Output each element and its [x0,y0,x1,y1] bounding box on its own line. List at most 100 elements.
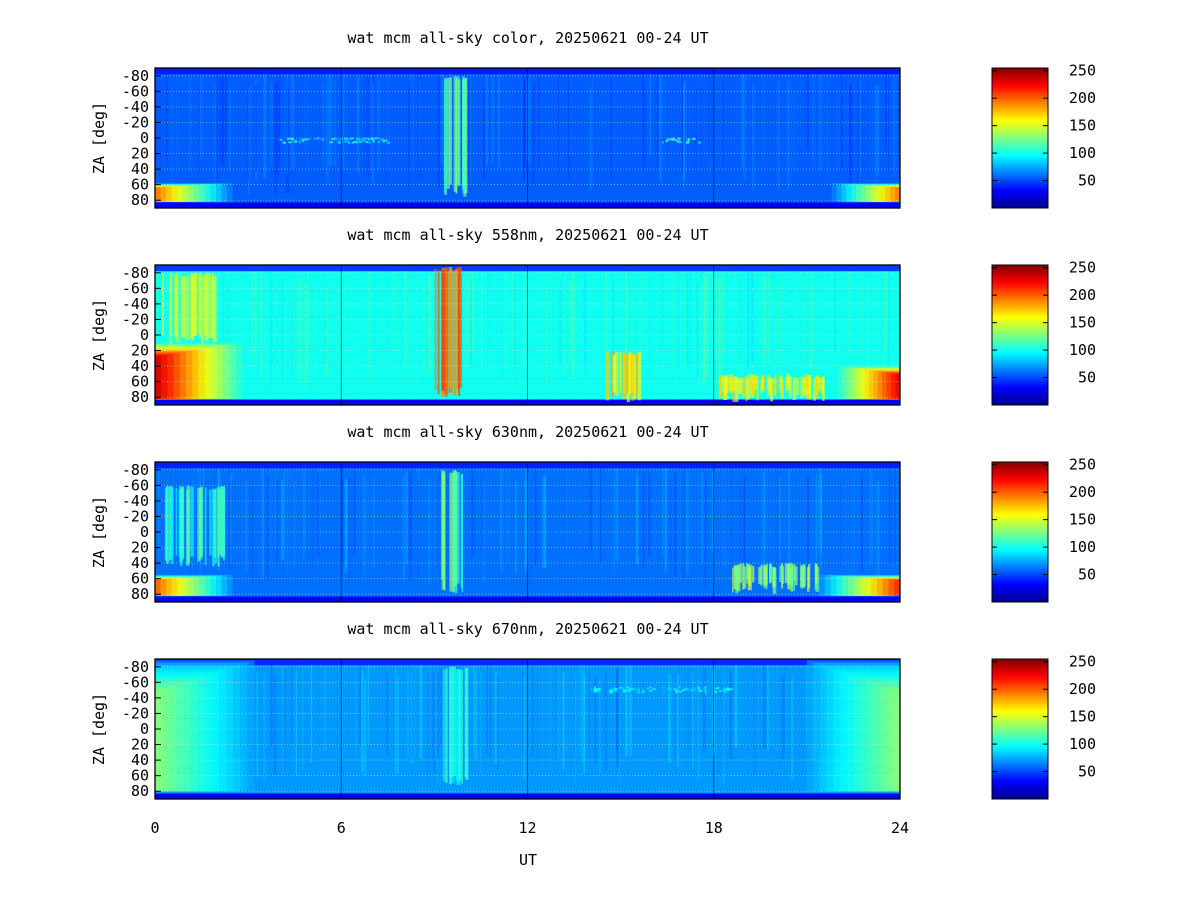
noise-streak [649,277,652,382]
noise-streak [762,472,766,568]
noise-streak [674,471,677,577]
noise-streak [776,274,779,379]
y-tick-label: 0 [140,523,149,541]
aurora-feature [693,687,696,690]
noise-streak [867,279,869,384]
noise-streak [530,267,534,365]
y-tick-label: -20 [122,704,149,722]
noise-streak [615,466,619,562]
noise-streak [889,462,892,565]
aurora-feature [356,137,359,140]
noise-streak [263,69,267,178]
aurora-feature [627,690,630,693]
y-tick-label: -20 [122,113,149,131]
noise-streak [176,76,179,187]
noise-streak [604,675,607,761]
aurora-feature [684,687,687,690]
noise-streak [416,479,420,576]
noise-streak [466,478,470,576]
aurora-feature [456,472,460,584]
aurora-feature [760,378,763,393]
noise-streak [806,68,810,149]
noise-streak [417,69,420,173]
noise-streak [434,473,437,574]
y-tick-label: 0 [140,720,149,738]
colorbar [991,264,1049,406]
noise-streak [711,471,715,552]
noise-streak [884,269,888,350]
noise-streak [895,271,898,380]
noise-streak [276,480,279,566]
noise-streak [642,471,645,568]
aurora-feature [450,268,452,394]
noise-streak [440,273,442,375]
noise-streak [734,664,738,748]
noise-streak [856,278,859,373]
noise-streak [303,462,306,554]
noise-streak [642,83,646,168]
aurora-feature [373,139,375,142]
aurora-feature [444,78,448,195]
y-tick-label: -40 [122,98,149,116]
noise-streak [582,663,584,765]
noise-streak [491,74,495,164]
aurora-feature [622,690,626,693]
noise-streak [816,72,819,182]
noise-streak [264,70,267,178]
aurora-feature [769,563,772,583]
aurora-feature [175,488,178,556]
noise-streak [538,75,540,167]
colorbar-tick-label: 200 [1069,483,1096,501]
aurora-feature [750,374,755,394]
aurora-feature [719,690,722,693]
noise-streak [408,81,410,190]
noise-streak [826,78,829,178]
noise-streak [557,663,560,759]
noise-streak [406,668,410,758]
noise-streak [762,274,765,359]
noise-streak [894,468,896,564]
noise-streak [713,271,716,364]
noise-streak [291,660,293,745]
noise-streak [689,269,692,365]
noise-streak [324,281,328,376]
colorbar [991,461,1049,603]
noise-streak [682,82,686,189]
aurora-feature [465,667,469,781]
aurora-feature [686,689,689,692]
aurora-feature [313,138,317,141]
aurora-feature [181,276,186,338]
noise-streak [553,666,556,771]
noise-streak [532,85,535,184]
noise-streak [737,665,741,750]
noise-streak [275,284,278,394]
noise-streak [777,81,780,191]
noise-streak [657,463,660,548]
noise-streak [678,284,680,380]
aurora-feature [336,138,338,141]
noise-streak [326,85,330,185]
noise-streak [436,672,440,759]
noise-streak [255,672,259,777]
aurora-feature [464,77,468,193]
aurora-feature [356,138,361,141]
panel-title: wat mcm all-sky 670nm, 20250621 00-24 UT [347,620,708,638]
aurora-feature [363,140,367,143]
aurora-feature [179,486,182,562]
aurora-feature [718,374,723,398]
noise-streak [620,473,624,582]
noise-streak [486,664,488,754]
noise-streak [367,661,370,745]
noise-streak [385,78,388,182]
x-tick-label: 0 [150,819,159,837]
noise-streak [703,274,707,381]
noise-streak [469,284,471,372]
aurora-feature [380,139,384,142]
noise-streak [178,272,182,364]
noise-streak [310,660,313,763]
noise-streak [583,280,585,361]
noise-streak [574,462,578,572]
aurora-feature [372,139,375,142]
y-tick-label: 60 [131,767,149,785]
noise-streak [613,465,616,555]
